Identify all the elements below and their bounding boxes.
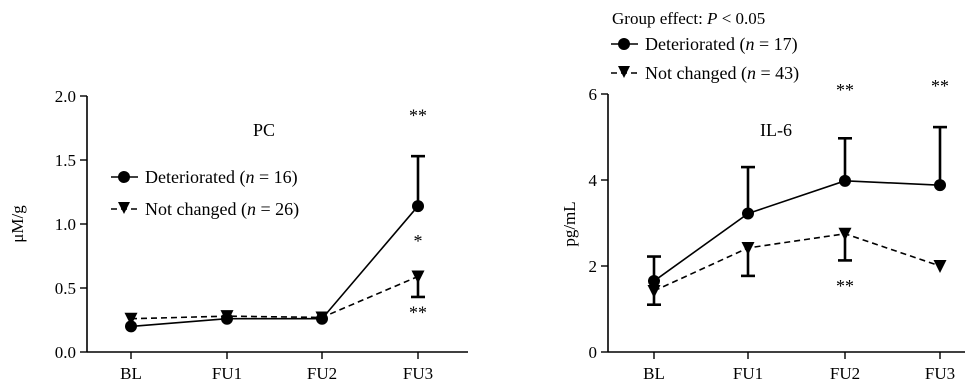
y-tick-label: 0: [589, 343, 598, 362]
il6-legend-n-deteriorated: 17: [774, 34, 792, 54]
x-tick-label: BL: [643, 364, 665, 383]
significance-annotation: **: [409, 303, 427, 323]
point-deteriorated: [839, 174, 851, 187]
pc-legend-n-deteriorated: 16: [274, 167, 292, 187]
point-deteriorated: [125, 320, 137, 333]
pc-legend-label-deteriorated: Deteriorated (n = 16): [145, 167, 298, 188]
il6-legend-n-not-changed: 43: [775, 63, 793, 83]
pc-legend-item-not-changed: Not changed (n = 26): [111, 199, 299, 220]
y-tick-label: 2: [589, 257, 598, 276]
x-tick-label: BL: [120, 364, 142, 383]
pc-legend-name-deteriorated: Deteriorated: [145, 167, 235, 187]
pc-legend-marker-deteriorated: [118, 171, 130, 183]
x-tick-label: FU1: [212, 364, 242, 383]
il6-group-effect: Group effect: P < 0.05: [612, 9, 765, 28]
il6-legend-item-not-changed: Not changed (n = 43): [611, 63, 799, 84]
point-deteriorated: [742, 207, 754, 220]
il6-y-ticks: 0 2 4 6: [589, 85, 608, 362]
il6-legend-n-symbol: n: [745, 34, 754, 54]
point-deteriorated: [648, 275, 660, 288]
pc-plot-area: *****: [124, 106, 427, 333]
il6-plot-area: ** ** **: [647, 76, 949, 307]
series-line-not-changed: [130, 275, 419, 320]
il6-legend-marker-deteriorated: [618, 38, 630, 50]
il6-group-effect-stat: P: [706, 9, 717, 28]
chart-il6: 0 2 4 6 BL FU1 FU2 FU3 pg/mL IL-6 Group effect…: [560, 9, 965, 383]
il6-legend-n-symbol-2: n: [747, 63, 756, 83]
point-not-changed: [741, 241, 755, 255]
pc-legend-n-symbol-2: n: [247, 199, 256, 219]
il6-legend-label-not-changed: Not changed (n = 43): [645, 63, 799, 84]
pc-legend-n-not-changed: 26: [275, 199, 293, 219]
pc-legend-marker-not-changed: [118, 202, 130, 214]
il6-x-ticks: BL FU1 FU2 FU3: [643, 352, 955, 383]
significance-annotation: **: [409, 106, 427, 126]
y-tick-label: 1.0: [55, 215, 76, 234]
il6-legend-item-deteriorated: Deteriorated (n = 17): [611, 34, 798, 55]
y-tick-label: 0.5: [55, 279, 76, 298]
pc-y-ticks: 0.0 0.5 1.0 1.5 2.0: [55, 87, 87, 362]
point-not-changed: [411, 270, 425, 284]
il6-legend-name-deteriorated: Deteriorated: [645, 34, 735, 54]
x-tick-label: FU3: [403, 364, 433, 383]
point-not-changed: [315, 311, 329, 325]
il6-legend-name-not-changed: Not changed: [645, 63, 736, 83]
y-tick-label: 2.0: [55, 87, 76, 106]
il6-group-effect-value: < 0.05: [717, 9, 765, 28]
pc-chart-title: PC: [253, 120, 275, 140]
il6-y-axis-label: pg/mL: [560, 201, 579, 246]
y-tick-label: 1.5: [55, 151, 76, 170]
y-tick-label: 0.0: [55, 343, 76, 362]
significance-annotation: **: [931, 76, 949, 96]
il6-legend-marker-not-changed: [618, 66, 630, 78]
significance-annotation: **: [836, 80, 854, 100]
il6-chart-title: IL-6: [760, 120, 792, 140]
chart-pc: 0.00.51.01.52.0 BL FU1 FU2 FU3 μM/g PC ****…: [8, 87, 468, 383]
point-not-changed: [647, 284, 661, 298]
x-tick-label: FU2: [830, 364, 860, 383]
series-line-deteriorated: [130, 205, 419, 328]
point-not-changed: [838, 227, 852, 241]
point-deteriorated: [412, 200, 424, 213]
il6-group-effect-label: Group effect:: [612, 9, 707, 28]
il6-legend-label-deteriorated: Deteriorated (n = 17): [645, 34, 798, 55]
pc-legend-n-symbol: n: [245, 167, 254, 187]
significance-annotation: *: [414, 231, 423, 251]
pc-legend-label-not-changed: Not changed (n = 26): [145, 199, 299, 220]
pc-legend: Deteriorated (n = 16) Not changed (n = 2…: [111, 167, 299, 220]
il6-legend: Deteriorated (n = 17) Not changed (n = 4…: [611, 34, 799, 84]
point-deteriorated: [934, 179, 946, 192]
y-tick-label: 4: [589, 171, 598, 190]
y-tick-label: 6: [589, 85, 598, 104]
point-not-changed: [933, 260, 947, 273]
x-tick-label: FU3: [925, 364, 955, 383]
point-not-changed: [124, 312, 138, 326]
point-not-changed: [220, 310, 234, 324]
x-tick-label: FU2: [307, 364, 337, 383]
pc-legend-name-not-changed: Not changed: [145, 199, 236, 219]
significance-annotation: **: [836, 276, 854, 296]
x-tick-label: FU1: [733, 364, 763, 383]
series-line-deteriorated: [653, 180, 941, 282]
pc-legend-item-deteriorated: Deteriorated (n = 16): [111, 167, 298, 188]
series-line-not-changed: [653, 232, 941, 292]
pc-y-axis-label: μM/g: [8, 205, 27, 243]
pc-x-ticks: BL FU1 FU2 FU3: [120, 352, 433, 383]
